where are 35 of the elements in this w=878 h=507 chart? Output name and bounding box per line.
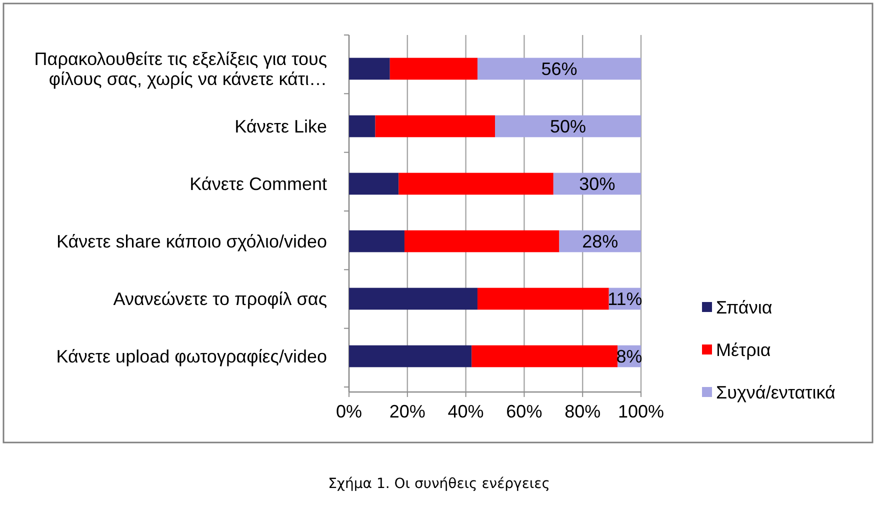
y-tick-label: Παρακολουθείτε τις εξελίξεις για τους φίλους σας, χωρίς να κάνετε κάτι… [34,49,328,90]
x-tick-label: 80% [564,401,601,422]
data-label: 50% [550,116,586,137]
y-tick-label: Κάνετε upload φωτογραφίες/video [56,346,327,367]
bar [398,172,554,195]
data-label: 11% [608,289,642,310]
y-tick-label: Ανανεώνετε το προφίλ σας [113,289,328,310]
bar [375,115,495,138]
bar [404,230,560,252]
legend-label: Συχνά/εντατικά [716,382,836,402]
x-tick-label: 20% [389,401,426,422]
bar [349,172,399,195]
bar [349,115,376,138]
bar [349,58,390,80]
x-tick-label: 60% [506,401,542,422]
y-tick-label: Κάνετε share κάποιο σχόλιο/video [56,232,327,252]
text: Σχήμα 1. Οι συνήθεις ενέργειες [328,476,550,492]
y-tick-label: Κάνετε Like [234,116,327,137]
bar [477,58,641,80]
bar [495,115,641,138]
data-label: 30% [579,174,616,194]
legend-label: Σπάνια [716,297,772,318]
bar [349,230,404,252]
data-label: 28% [582,232,618,252]
x-tick-label: 100% [618,401,664,422]
y-tick-label: Κάνετε Comment [190,174,327,194]
bar [472,345,618,368]
legend-label: Μέτρια [716,340,771,360]
bar [390,58,478,80]
bar [349,288,478,310]
bar [349,345,472,368]
bar [477,288,609,310]
x-tick-label: 0% [336,401,362,422]
x-tick-label: 40% [448,401,484,422]
data-label: 56% [541,59,578,80]
